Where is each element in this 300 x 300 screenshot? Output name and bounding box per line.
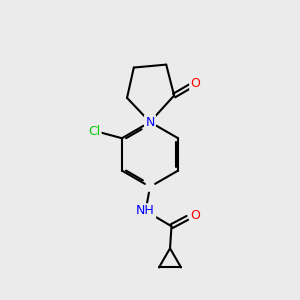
- Text: O: O: [190, 77, 200, 90]
- Text: N: N: [145, 116, 155, 128]
- Text: O: O: [190, 208, 200, 222]
- Text: Cl: Cl: [88, 125, 100, 138]
- Text: NH: NH: [136, 205, 155, 218]
